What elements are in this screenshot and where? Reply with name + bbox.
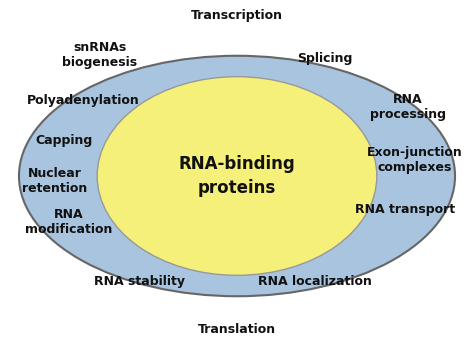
Ellipse shape: [97, 77, 377, 275]
Ellipse shape: [19, 56, 455, 296]
Text: snRNAs
biogenesis: snRNAs biogenesis: [62, 40, 137, 69]
Text: Exon-junction
complexes: Exon-junction complexes: [367, 146, 463, 174]
Text: Capping: Capping: [36, 134, 92, 147]
Text: Transcription: Transcription: [191, 10, 283, 22]
Text: Polyadenylation: Polyadenylation: [27, 94, 139, 107]
Text: RNA localization: RNA localization: [258, 275, 372, 288]
Text: RNA stability: RNA stability: [94, 275, 185, 288]
Text: RNA-binding
proteins: RNA-binding proteins: [179, 155, 295, 197]
Text: Translation: Translation: [198, 323, 276, 335]
Text: RNA transport: RNA transport: [355, 203, 456, 216]
Text: Nuclear
retention: Nuclear retention: [22, 167, 87, 195]
Text: Splicing: Splicing: [297, 52, 352, 64]
Text: RNA
modification: RNA modification: [25, 208, 112, 236]
Text: RNA
processing: RNA processing: [370, 93, 446, 121]
